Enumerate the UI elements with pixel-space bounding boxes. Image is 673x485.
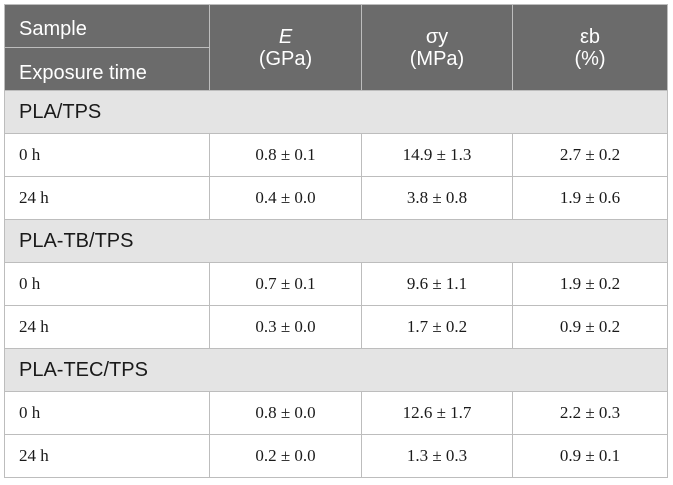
header-exposure: Exposure time — [4, 47, 210, 91]
header-e-unit: (GPa) — [258, 47, 313, 70]
cell-time: 24 h — [4, 176, 210, 220]
group-name: PLA-TEC/TPS — [4, 348, 668, 392]
cell-eb: 2.7 ± 0.2 — [512, 133, 668, 177]
group-row: PLA/TPS — [4, 90, 668, 134]
cell-e: 0.3 ± 0.0 — [209, 305, 362, 349]
cell-sy: 14.9 ± 1.3 — [361, 133, 513, 177]
table-row: 0 h 0.8 ± 0.0 12.6 ± 1.7 2.2 ± 0.3 — [4, 391, 668, 435]
cell-e: 0.2 ± 0.0 — [209, 434, 362, 478]
cell-sy: 3.8 ± 0.8 — [361, 176, 513, 220]
header-eb: εb (%) — [512, 4, 668, 91]
properties-table: Sample E (GPa) σy (MPa) εb (%) Exposure … — [4, 4, 668, 478]
cell-time: 0 h — [4, 391, 210, 435]
cell-time: 24 h — [4, 434, 210, 478]
group-row: PLA-TEC/TPS — [4, 348, 668, 392]
group-name: PLA/TPS — [4, 90, 668, 134]
header-sample-label: Sample — [19, 18, 87, 40]
header-sy-symbol: σy — [425, 25, 449, 48]
header-e: E (GPa) — [209, 4, 362, 91]
table-row: 0 h 0.7 ± 0.1 9.6 ± 1.1 1.9 ± 0.2 — [4, 262, 668, 306]
header-eb-symbol: εb — [579, 25, 601, 48]
cell-time: 0 h — [4, 262, 210, 306]
cell-e: 0.8 ± 0.1 — [209, 133, 362, 177]
table-row: 24 h 0.4 ± 0.0 3.8 ± 0.8 1.9 ± 0.6 — [4, 176, 668, 220]
header-eb-unit: (%) — [574, 47, 606, 70]
group-name: PLA-TB/TPS — [4, 219, 668, 263]
cell-time: 24 h — [4, 305, 210, 349]
header-row-2: Exposure time — [4, 47, 668, 91]
group-row: PLA-TB/TPS — [4, 219, 668, 263]
cell-time: 0 h — [4, 133, 210, 177]
cell-sy: 12.6 ± 1.7 — [361, 391, 513, 435]
cell-eb: 0.9 ± 0.1 — [512, 434, 668, 478]
cell-e: 0.4 ± 0.0 — [209, 176, 362, 220]
cell-e: 0.7 ± 0.1 — [209, 262, 362, 306]
cell-sy: 1.3 ± 0.3 — [361, 434, 513, 478]
cell-e: 0.8 ± 0.0 — [209, 391, 362, 435]
table-row: 24 h 0.2 ± 0.0 1.3 ± 0.3 0.9 ± 0.1 — [4, 434, 668, 478]
header-sy: σy (MPa) — [361, 4, 513, 91]
header-sy-unit: (MPa) — [409, 47, 465, 70]
cell-eb: 2.2 ± 0.3 — [512, 391, 668, 435]
header-sample: Sample — [4, 4, 210, 48]
table-row: 24 h 0.3 ± 0.0 1.7 ± 0.2 0.9 ± 0.2 — [4, 305, 668, 349]
header-e-symbol: E — [278, 25, 293, 48]
cell-eb: 0.9 ± 0.2 — [512, 305, 668, 349]
cell-eb: 1.9 ± 0.2 — [512, 262, 668, 306]
table-row: 0 h 0.8 ± 0.1 14.9 ± 1.3 2.7 ± 0.2 — [4, 133, 668, 177]
header-exposure-label: Exposure time — [19, 62, 147, 84]
header-row-1: Sample E (GPa) σy (MPa) εb (%) — [4, 4, 668, 91]
cell-sy: 9.6 ± 1.1 — [361, 262, 513, 306]
cell-eb: 1.9 ± 0.6 — [512, 176, 668, 220]
cell-sy: 1.7 ± 0.2 — [361, 305, 513, 349]
